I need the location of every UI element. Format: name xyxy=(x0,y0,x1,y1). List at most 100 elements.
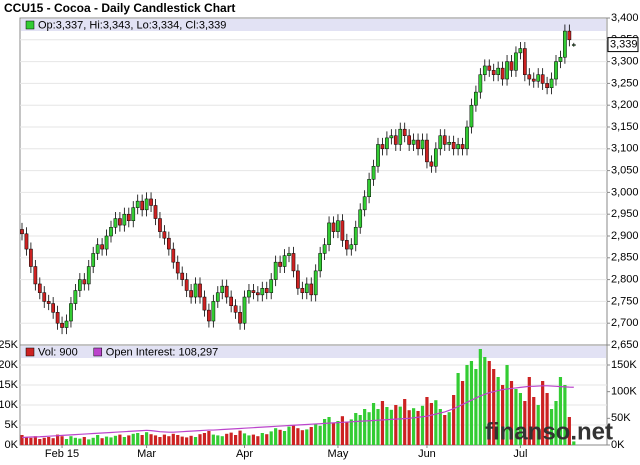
volume-bar xyxy=(296,428,300,445)
volume-bar xyxy=(518,393,522,445)
volume-bar xyxy=(78,438,82,445)
volume-bar xyxy=(469,361,474,445)
candle-body xyxy=(273,261,278,280)
candle-body xyxy=(95,244,100,254)
candle-body xyxy=(434,148,438,167)
candle-body xyxy=(402,128,407,136)
volume-bar xyxy=(336,421,340,445)
volume-bar xyxy=(527,377,531,445)
volume-bar xyxy=(149,434,153,445)
volume-bar xyxy=(60,436,64,445)
y-tick-label: 3,050 xyxy=(611,165,639,177)
volume-bar xyxy=(389,409,393,445)
volume-bar xyxy=(309,427,313,445)
watermark: finanso.net xyxy=(485,418,613,445)
candle-body xyxy=(571,44,576,46)
volume-bar xyxy=(429,403,433,445)
volume-panel xyxy=(19,344,608,446)
candle-body xyxy=(211,301,216,322)
candle-body xyxy=(554,61,558,80)
candle-body xyxy=(64,320,69,328)
volume-bar xyxy=(474,369,478,445)
y-tick-label: 2,850 xyxy=(611,252,639,264)
candle-body xyxy=(198,283,202,298)
volume-bar xyxy=(42,437,46,445)
candle-body xyxy=(202,296,207,311)
candle-body xyxy=(523,48,527,75)
volume-bar xyxy=(189,435,193,445)
volume-bar xyxy=(260,433,264,445)
volume-bar xyxy=(514,389,518,445)
volume-bar xyxy=(158,437,162,445)
candle-body xyxy=(82,279,87,285)
candle-body xyxy=(260,288,265,296)
candle-body xyxy=(100,244,104,250)
candle-body xyxy=(563,30,567,58)
y-tick-label: 2,800 xyxy=(611,274,639,286)
volume-bar xyxy=(456,373,460,445)
volume-bar xyxy=(29,437,33,445)
volume-bar xyxy=(100,438,104,445)
volume-bar xyxy=(202,433,207,445)
candle-body xyxy=(224,285,229,298)
last-price-box xyxy=(607,37,639,53)
volume-bar xyxy=(51,438,55,445)
candle-body xyxy=(118,218,122,226)
candle-body xyxy=(327,222,331,245)
volume-bar xyxy=(558,377,563,445)
candle-body xyxy=(500,67,505,80)
candle-body xyxy=(149,198,153,206)
candle-body xyxy=(393,135,398,145)
volume-bar xyxy=(96,435,100,445)
y-tick-label: 3,250 xyxy=(611,77,639,89)
volume-bar xyxy=(69,436,73,445)
candle-body xyxy=(24,233,29,250)
candle-body xyxy=(545,83,549,89)
candle-body xyxy=(29,248,33,267)
candle-body xyxy=(78,279,82,291)
candle-body xyxy=(37,283,42,293)
volume-bar xyxy=(443,415,447,445)
candle-body xyxy=(251,290,256,293)
candle-body xyxy=(215,292,220,302)
volume-bar xyxy=(403,399,407,445)
volume-bar xyxy=(171,433,175,445)
volume-bar xyxy=(549,409,554,445)
candle-body xyxy=(264,288,269,293)
volume-bar xyxy=(300,430,304,445)
volume-bar xyxy=(358,415,362,445)
candle-body xyxy=(287,253,291,256)
candle-body xyxy=(478,74,483,93)
last-price-label: 3,339 xyxy=(610,39,638,51)
y2-tick-label: 150K xyxy=(611,359,637,371)
volume-bar xyxy=(47,437,51,445)
candle-body xyxy=(318,253,322,272)
candle-body xyxy=(385,137,389,150)
candle-body xyxy=(140,200,145,211)
volume-bar xyxy=(572,441,576,445)
candle-body xyxy=(60,322,64,328)
volume-bar xyxy=(318,425,322,445)
y-tick-label: 3,300 xyxy=(611,56,639,68)
volume-bar xyxy=(185,437,189,445)
y-tick-label: 2,650 xyxy=(611,339,639,351)
volume-bar xyxy=(229,432,233,445)
volume-bar xyxy=(354,413,358,445)
candle-body xyxy=(518,48,523,54)
volume-bar xyxy=(412,408,416,445)
volume-bar xyxy=(340,416,344,445)
y-tick-label: 2,750 xyxy=(611,295,639,307)
volume-bar xyxy=(509,381,514,445)
candle-body xyxy=(86,266,91,285)
volume-bar xyxy=(211,434,215,445)
candle-body xyxy=(558,56,563,62)
candle-body xyxy=(331,222,336,232)
candle-body xyxy=(451,142,456,150)
volume-bar xyxy=(287,426,291,445)
candle-body xyxy=(131,207,136,221)
y-tick-label: 3,100 xyxy=(611,143,639,155)
volume-bar xyxy=(314,424,318,445)
volume-bar xyxy=(247,435,251,445)
candle-body xyxy=(220,285,225,293)
x-tick-label: Feb 15 xyxy=(45,448,79,460)
